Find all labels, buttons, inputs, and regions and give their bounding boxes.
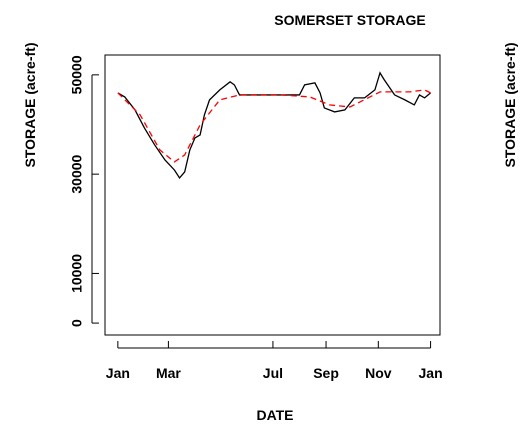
plot-frame <box>104 54 441 336</box>
y-tick-label: 30000 <box>69 154 85 193</box>
x-tick-label: Jan <box>106 365 130 381</box>
chart-title: SOMERSET STORAGE <box>274 12 425 28</box>
x-tick-label: Jul <box>263 365 283 381</box>
y-tick-label: 50000 <box>69 55 85 94</box>
x-tick-label: Nov <box>365 365 392 381</box>
x-axis-label: DATE <box>256 407 293 423</box>
y-tick-label: 0 <box>69 319 85 327</box>
x-tick-label: Sep <box>313 365 339 381</box>
y-axis-label: STORAGE (acre-ft) <box>22 43 38 168</box>
series-line <box>117 89 431 163</box>
x-tick-label: Jan <box>419 365 443 381</box>
x-tick-label: Mar <box>156 365 181 381</box>
series-line <box>117 71 431 180</box>
panel2-y-axis-label: STORAGE (acre-ft) <box>502 43 518 168</box>
y-tick-label: 10000 <box>69 254 85 293</box>
